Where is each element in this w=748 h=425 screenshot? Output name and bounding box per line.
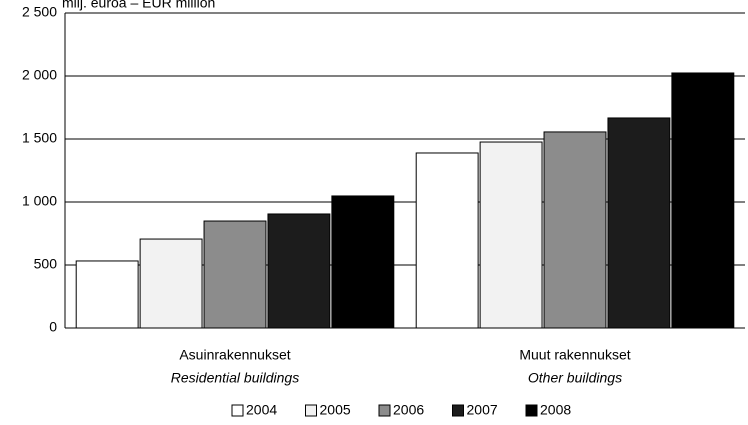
legend-swatch: [452, 404, 464, 417]
legend-label: 2007: [467, 402, 498, 418]
legend-label: 2006: [393, 402, 424, 418]
legend-label: 2005: [320, 402, 351, 418]
legend-swatch: [305, 404, 317, 417]
legend-label: 2008: [540, 402, 571, 418]
y-tick-label: 500: [34, 256, 58, 272]
x-tick-label-en: Residential buildings: [171, 370, 299, 386]
x-tick-label: Muut rakennukset: [519, 347, 630, 363]
bar: [415, 152, 479, 329]
bar: [671, 72, 735, 329]
y-axis-label: milj. euroa – EUR million: [62, 0, 215, 11]
legend-swatch: [378, 404, 391, 417]
bar: [139, 238, 203, 329]
legend-swatch: [525, 404, 538, 417]
y-tick-label: 2 000: [22, 67, 57, 83]
bar: [607, 117, 671, 329]
bar: [479, 141, 543, 329]
x-tick-label-en: Other buildings: [528, 370, 622, 386]
bar: [543, 131, 607, 329]
y-tick-label: 1 500: [22, 130, 57, 146]
bar: [75, 260, 139, 329]
bar: [267, 213, 331, 329]
bar: [331, 195, 395, 329]
y-tick-label: 2 500: [22, 4, 57, 20]
bar: [203, 220, 267, 329]
x-tick-label: Asuinrakennukset: [179, 347, 290, 363]
y-tick-label: 0: [49, 319, 57, 335]
legend-label: 2004: [246, 402, 277, 418]
legend-swatch: [231, 404, 244, 417]
y-tick-label: 1 000: [22, 193, 57, 209]
